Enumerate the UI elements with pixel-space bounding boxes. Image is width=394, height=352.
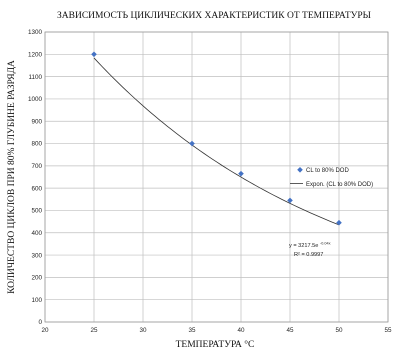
- y-tick-label: 100: [31, 297, 42, 304]
- svg-text:y = 3217.5e -0.04x: y = 3217.5e -0.04x: [289, 242, 331, 250]
- plot-area: 20 25 30 35 40 45 50 55 0 100 200 300 400 500 600 700 80…: [28, 29, 392, 334]
- legend-series-label: CL to 80% DOD: [306, 168, 349, 174]
- y-tick-label: 300: [31, 252, 42, 259]
- y-tick-label: 1100: [28, 74, 42, 81]
- x-tick-label: 55: [384, 327, 392, 334]
- y-tick-label: 600: [31, 185, 42, 192]
- data-point: [336, 219, 342, 226]
- equation-text: y = 3217.5e: [289, 243, 318, 249]
- x-tick-label: 45: [286, 327, 294, 334]
- y-tick-label: 0: [38, 319, 42, 326]
- y-axis-title: КОЛИЧЕСТВО ЦИКЛОВ ПРИ 80% ГЛУБИНЕ РАЗРЯД…: [7, 60, 17, 294]
- y-tick-label: 500: [31, 208, 42, 215]
- x-tick-label: 20: [41, 327, 49, 334]
- y-tick-label: 800: [31, 141, 42, 148]
- trendline: [93, 57, 340, 226]
- chart-title: ЗАВИСИМОСТЬ ЦИКЛИЧЕСКИХ ХАРАКТЕРИСТИК ОТ…: [57, 11, 371, 21]
- trend-equation: y = 3217.5e -0.04x R² = 0.9997: [289, 242, 331, 259]
- x-tick-label: 35: [188, 327, 196, 334]
- legend-trend-label: Expon. (CL to 80% DOD): [306, 182, 373, 188]
- x-tick-label: 40: [237, 327, 245, 334]
- y-tick-label: 900: [31, 118, 42, 125]
- grid: [44, 31, 389, 323]
- data-point: [91, 51, 97, 58]
- plot-border: [44, 31, 389, 323]
- y-tick-label: 200: [31, 275, 42, 282]
- equation-exponent: -0.04x: [320, 242, 331, 246]
- x-tick-label: 50: [335, 327, 343, 334]
- data-point: [287, 197, 293, 204]
- y-tick-label: 1300: [28, 29, 43, 36]
- x-axis-title: ТЕМПЕРАТУРА °С: [176, 339, 255, 350]
- x-tick-label: 30: [139, 327, 147, 334]
- y-tick-label: 400: [31, 230, 42, 237]
- data-point: [189, 140, 195, 147]
- data-point: [238, 170, 244, 177]
- r-squared-text: R² = 0.9997: [294, 252, 323, 258]
- data-points: [91, 51, 342, 226]
- y-tick-label: 700: [31, 163, 42, 170]
- y-tick-label: 1000: [28, 96, 43, 103]
- tick-labels: 20 25 30 35 40 45 50 55 0 100 200 300 400 500 600 700 80…: [28, 29, 392, 334]
- x-tick-label: 25: [90, 327, 98, 334]
- legend: CL to 80% DOD Expon. (CL to 80% DOD): [290, 167, 373, 188]
- legend-marker-icon: [297, 167, 303, 173]
- y-tick-label: 1200: [28, 52, 43, 59]
